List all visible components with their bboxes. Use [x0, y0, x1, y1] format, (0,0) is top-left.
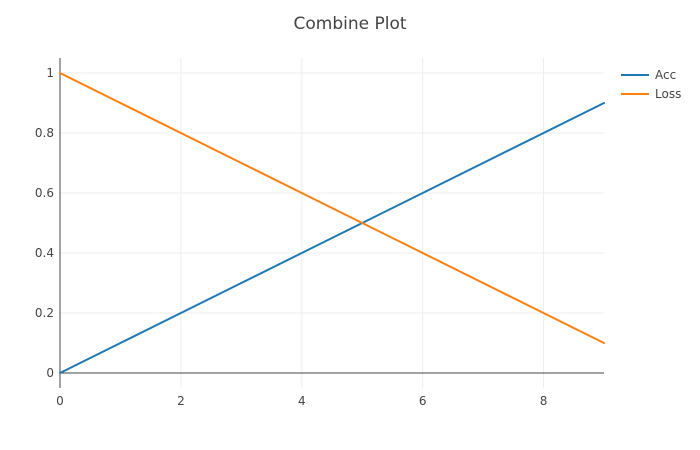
legend[interactable]: Acc Loss	[621, 68, 681, 101]
series-line-acc	[59, 102, 605, 374]
series-layer	[59, 72, 605, 374]
axes: 0 0.2 0.4 0.6 0.8 1 0 2 4 6 8	[35, 58, 604, 408]
legend-item-acc[interactable]: Acc	[621, 68, 676, 82]
y-tick-label: 0.4	[35, 246, 54, 260]
y-tick-label: 0.6	[35, 186, 54, 200]
x-tick-label: 6	[419, 394, 427, 408]
x-tick-label: 8	[540, 394, 548, 408]
grid	[60, 58, 604, 388]
y-tick-label: 1	[46, 66, 54, 80]
x-tick-label: 2	[177, 394, 185, 408]
legend-label: Loss	[655, 87, 681, 101]
y-tick-label: 0.8	[35, 126, 54, 140]
legend-label: Acc	[655, 68, 676, 82]
chart-title: Combine Plot	[293, 14, 406, 34]
x-tick-label: 4	[298, 394, 306, 408]
legend-item-loss[interactable]: Loss	[621, 87, 681, 101]
series-line-loss	[59, 72, 605, 344]
y-tick-label: 0.2	[35, 306, 54, 320]
x-tick-label: 0	[56, 394, 64, 408]
y-tick-label: 0	[46, 366, 54, 380]
